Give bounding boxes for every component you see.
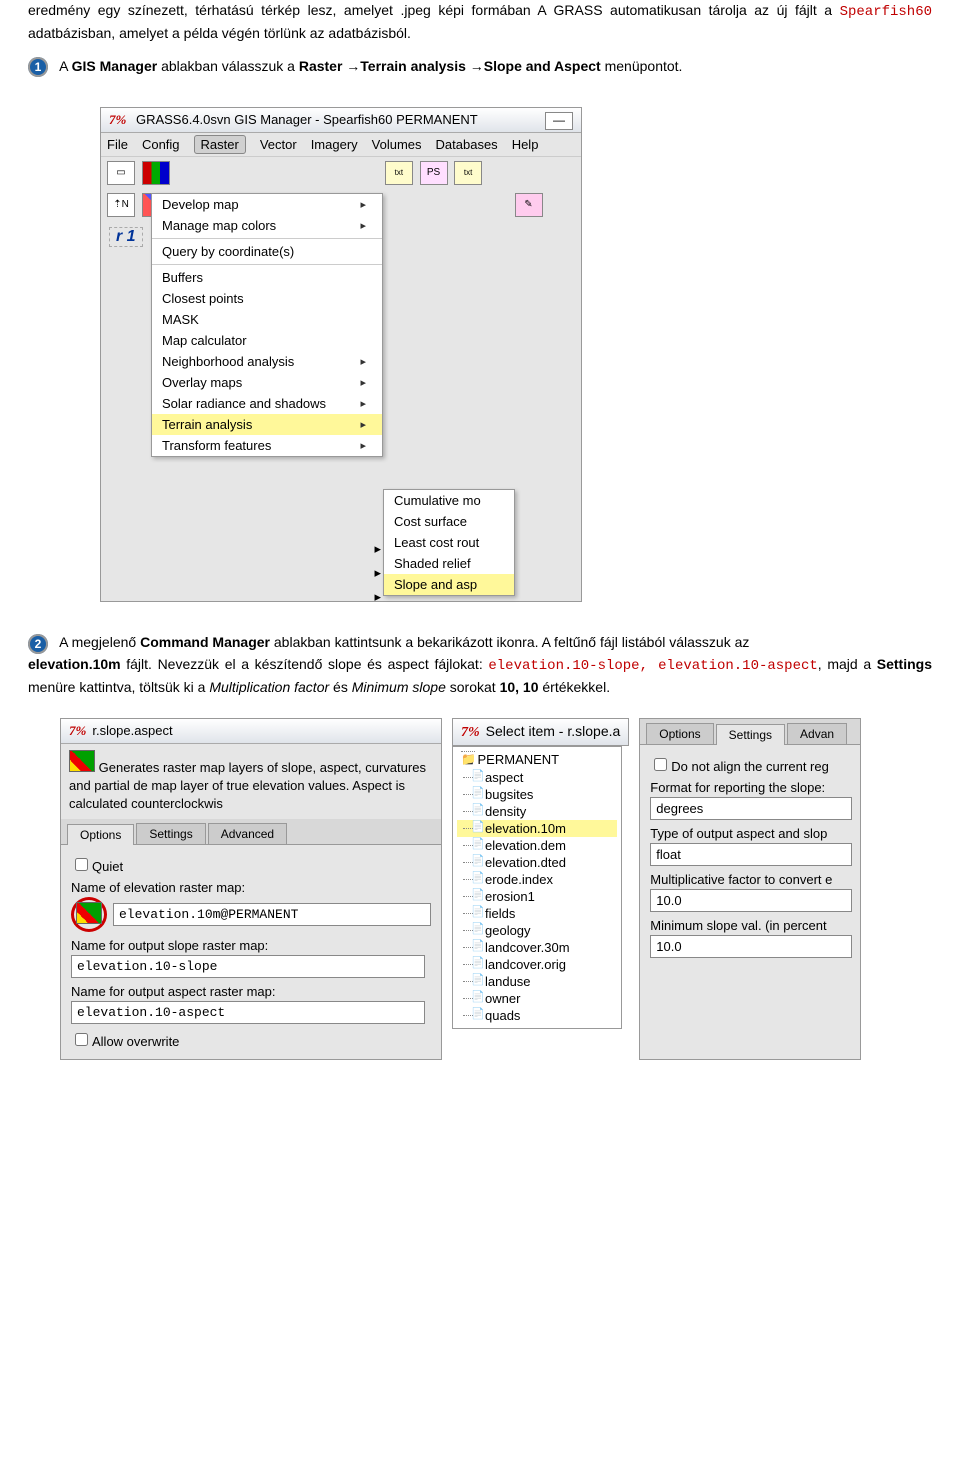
tab-advanced[interactable]: Advanced [208, 823, 287, 844]
min-slope-input[interactable]: 10.0 [650, 935, 852, 958]
overwrite-checkbox[interactable] [75, 1033, 88, 1046]
tree-item[interactable]: elevation.10m [457, 820, 617, 837]
select-map-button[interactable] [71, 897, 107, 932]
tree-item[interactable]: erode.index [457, 871, 617, 888]
menu-item[interactable]: Solar radiance and shadows▸ [152, 393, 382, 414]
menu-item[interactable]: MASK [152, 309, 382, 330]
format-input[interactable]: degrees [650, 797, 852, 820]
select-item-dialog: 7%Select item - r.slope.a ⊟ PERMANENTasp… [452, 718, 629, 1061]
dialog-title: Select item - r.slope.a [486, 723, 621, 739]
elevation-input[interactable]: elevation.10m@PERMANENT [113, 903, 431, 926]
menu-item[interactable]: Develop map▸ [152, 194, 382, 215]
tree-item[interactable]: bugsites [457, 786, 617, 803]
step-badge-2: 2 [28, 634, 48, 654]
tab-options[interactable]: Options [67, 824, 134, 845]
menubar: File Config Raster Vector Imagery Volumes Data… [101, 133, 581, 157]
align-label: Do not align the current reg [671, 759, 829, 774]
menu-item-vector[interactable]: Vector [260, 137, 297, 152]
raster-icon [69, 750, 95, 772]
tab-bar: OptionsSettingsAdvanced [61, 819, 441, 844]
tab-options[interactable]: Options [646, 723, 713, 744]
align-checkbox[interactable] [654, 758, 667, 771]
submenu-item[interactable]: Cost surface [384, 511, 514, 532]
rslope-dialog: 7%r.slope.aspect Generates raster map la… [60, 718, 442, 1061]
menu-item[interactable]: Overlay maps▸ [152, 372, 382, 393]
tree-item[interactable]: landcover.orig [457, 956, 617, 973]
window-title: GRASS6.4.0svn GIS Manager - Spearfish60 … [136, 112, 478, 127]
submenu-item[interactable]: Slope and asp [384, 574, 514, 595]
menu-item-config[interactable]: Config [142, 137, 180, 152]
slope-output-input[interactable]: elevation.10-slope [71, 955, 425, 978]
settings-dialog: OptionsSettingsAdvan Do not align the cu… [639, 718, 861, 1061]
tree-item[interactable]: owner [457, 990, 617, 1007]
tree-item[interactable]: erosion1 [457, 888, 617, 905]
field-label: Name for output aspect raster map: [71, 984, 431, 999]
quiet-checkbox[interactable] [75, 858, 88, 871]
tree-item[interactable]: landcover.30m [457, 939, 617, 956]
mult-factor-input[interactable]: 10.0 [650, 889, 852, 912]
tree-item[interactable]: quads [457, 1007, 617, 1024]
menu-item[interactable]: Transform features▸ [152, 435, 382, 456]
tree-item[interactable]: elevation.dted [457, 854, 617, 871]
terrain-submenu: Cumulative moCost surfaceLeast cost rout… [383, 489, 515, 596]
type-input[interactable]: float [650, 843, 852, 866]
menu-item-help[interactable]: Help [512, 137, 539, 152]
toolbar-icon[interactable]: ⇡N [107, 193, 135, 217]
dialog-description: Generates raster map layers of slope, as… [69, 760, 426, 811]
tree-item[interactable]: fields [457, 905, 617, 922]
step2-paragraph: 2 A megjelenő Command Manager ablakban k… [28, 632, 932, 697]
menu-item[interactable]: Manage map colors▸ [152, 215, 382, 236]
tree-item[interactable]: landuse [457, 973, 617, 990]
toolbar: ▭ txt PS txt [101, 157, 581, 189]
step-badge-1: 1 [28, 57, 48, 77]
menu-item[interactable]: Closest points [152, 288, 382, 309]
menu-item[interactable]: Map calculator [152, 330, 382, 351]
tree-item[interactable]: elevation.dem [457, 837, 617, 854]
field-label: Type of output aspect and slop [650, 826, 850, 841]
submenu-item[interactable]: Least cost rout [384, 532, 514, 553]
tree-item[interactable]: aspect [457, 769, 617, 786]
tk-icon: 7% [109, 112, 126, 127]
titlebar: 7% GRASS6.4.0svn GIS Manager - Spearfish… [101, 108, 581, 133]
menu-item-imagery[interactable]: Imagery [311, 137, 358, 152]
overwrite-label: Allow overwrite [92, 1034, 179, 1049]
tree-root[interactable]: ⊟ PERMANENT [457, 751, 617, 769]
menu-item[interactable]: Terrain analysis▸ [152, 414, 382, 435]
step1-paragraph: 1 A GIS Manager ablakban válasszuk a Ras… [28, 56, 932, 77]
toolbar-icon[interactable]: ✎ [515, 193, 543, 217]
toolbar-icon[interactable]: ▭ [107, 161, 135, 185]
aspect-output-input[interactable]: elevation.10-aspect [71, 1001, 425, 1024]
submenu-item[interactable]: Cumulative mo [384, 490, 514, 511]
menu-item-raster[interactable]: Raster [194, 135, 246, 154]
toolbar-icon[interactable]: PS [420, 161, 448, 185]
layer-item[interactable]: r 1 [109, 227, 143, 247]
tree-item[interactable]: geology [457, 922, 617, 939]
tab-settings[interactable]: Settings [716, 724, 785, 745]
intro-paragraph: eredmény egy színezett, térhatású térkép… [28, 0, 932, 44]
raster-menu: Develop map▸Manage map colors▸ Query by c… [151, 193, 383, 457]
menu-item[interactable]: Query by coordinate(s) [152, 241, 382, 262]
menu-item-volumes[interactable]: Volumes [372, 137, 422, 152]
toolbar-icon[interactable]: txt [385, 161, 413, 185]
toolbar-icon[interactable] [142, 161, 170, 185]
quiet-label: Quiet [92, 859, 123, 874]
submenu-item[interactable]: Shaded relief [384, 553, 514, 574]
field-label: Format for reporting the slope: [650, 780, 850, 795]
minimize-button[interactable]: — [545, 112, 573, 130]
toolbar-icon[interactable]: txt [454, 161, 482, 185]
tab-settings[interactable]: Settings [136, 823, 205, 844]
menu-item-databases[interactable]: Databases [436, 137, 498, 152]
field-label: Minimum slope val. (in percent [650, 918, 850, 933]
menu-item[interactable]: Buffers [152, 267, 382, 288]
field-label: Multiplicative factor to convert e [650, 872, 850, 887]
tab-bar: OptionsSettingsAdvan [640, 719, 860, 744]
menu-item-file[interactable]: File [107, 137, 128, 152]
dialog-title: r.slope.aspect [92, 723, 172, 738]
field-label: Name of elevation raster map: [71, 880, 431, 895]
tab-advan[interactable]: Advan [787, 723, 847, 744]
gis-manager-window: 7% GRASS6.4.0svn GIS Manager - Spearfish… [100, 107, 582, 602]
field-label: Name for output slope raster map: [71, 938, 431, 953]
menu-item[interactable]: Neighborhood analysis▸ [152, 351, 382, 372]
tree-item[interactable]: density [457, 803, 617, 820]
